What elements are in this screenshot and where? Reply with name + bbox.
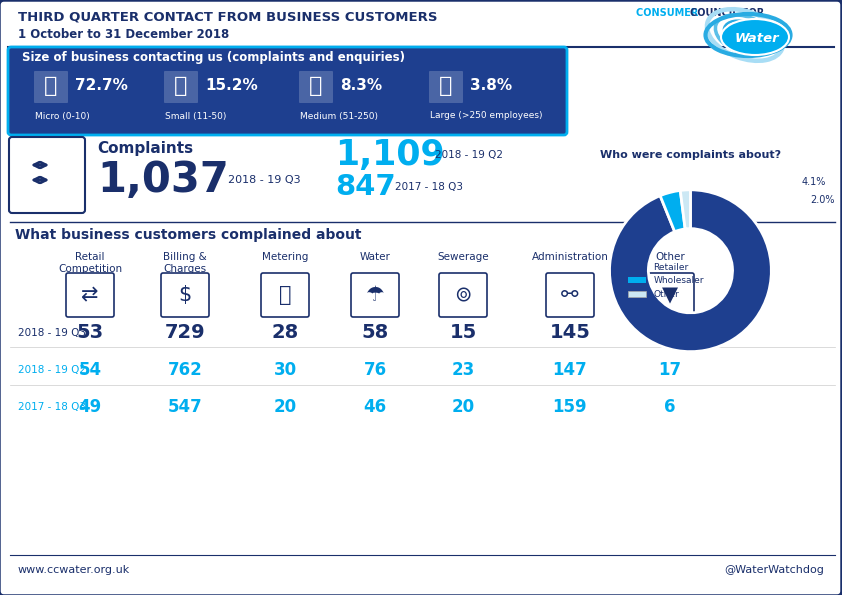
Text: 20: 20 [451,398,475,416]
Text: Medium (51-250): Medium (51-250) [300,111,378,121]
Text: 6: 6 [664,398,676,416]
FancyBboxPatch shape [546,273,594,317]
Text: ⊚: ⊚ [454,285,472,305]
FancyBboxPatch shape [8,47,567,135]
Text: Other: Other [655,252,685,262]
Text: 1,037: 1,037 [97,159,229,201]
Text: 729: 729 [165,324,205,343]
Text: 93.8%: 93.8% [605,160,641,170]
Text: 2.0%: 2.0% [810,195,834,205]
Text: 🏪: 🏪 [174,76,188,96]
Text: CONSUMER: CONSUMER [636,8,701,18]
Text: 76: 76 [364,361,386,379]
Text: Size of business contacting us (complaints and enquiries): Size of business contacting us (complain… [22,51,405,64]
FancyBboxPatch shape [34,71,68,103]
Text: 1 October to 31 December 2018: 1 October to 31 December 2018 [18,27,229,40]
Text: Administration: Administration [531,252,609,262]
Text: ⇄: ⇄ [81,285,99,305]
Text: 58: 58 [361,324,389,343]
Text: 847: 847 [335,173,396,201]
FancyBboxPatch shape [66,273,114,317]
Text: Metering: Metering [262,252,308,262]
Text: 49: 49 [78,398,102,416]
Text: 3.8%: 3.8% [470,77,512,92]
Text: 147: 147 [552,361,588,379]
Text: 2018 - 19 Q3: 2018 - 19 Q3 [228,175,301,185]
Text: 4.1%: 4.1% [802,177,826,187]
Text: THIRD QUARTER CONTACT FROM BUSINESS CUSTOMERS: THIRD QUARTER CONTACT FROM BUSINESS CUST… [18,11,438,23]
Text: 54: 54 [78,361,102,379]
FancyBboxPatch shape [429,71,463,103]
Wedge shape [680,190,690,229]
Text: 2018 - 19 Q2: 2018 - 19 Q2 [435,150,503,160]
Text: ▼: ▼ [662,285,678,305]
Wedge shape [660,190,685,231]
Text: @WaterWatchdog: @WaterWatchdog [724,565,824,575]
Text: Billing &
Charges: Billing & Charges [163,252,207,274]
Text: 159: 159 [552,398,588,416]
Text: 🏗: 🏗 [440,76,453,96]
Text: 2018 - 19 Q2: 2018 - 19 Q2 [18,365,86,375]
Text: 46: 46 [364,398,386,416]
Text: COUNCIL FOR: COUNCIL FOR [690,8,765,18]
Text: 72.7%: 72.7% [75,77,128,92]
Text: 547: 547 [168,398,202,416]
FancyBboxPatch shape [299,71,333,103]
Text: 👤: 👤 [45,76,58,96]
Text: www.ccwater.org.uk: www.ccwater.org.uk [18,565,131,575]
Text: Small (11-50): Small (11-50) [165,111,226,121]
Text: Large (>250 employees): Large (>250 employees) [430,111,542,121]
Text: ⧉: ⧉ [279,285,291,305]
Text: Retail
Competition: Retail Competition [58,252,122,274]
FancyBboxPatch shape [351,273,399,317]
Text: 53: 53 [77,324,104,343]
Text: 8.3%: 8.3% [340,77,382,92]
Text: 23: 23 [451,361,475,379]
Text: 2017 - 18 Q3: 2017 - 18 Q3 [18,402,86,412]
Text: 15.2%: 15.2% [205,77,258,92]
Text: 1,109: 1,109 [335,138,445,172]
Text: Sewerage: Sewerage [437,252,489,262]
FancyBboxPatch shape [161,273,209,317]
Text: 20: 20 [274,398,296,416]
Text: What business customers complained about: What business customers complained about [15,228,361,242]
FancyBboxPatch shape [261,273,309,317]
Text: $: $ [179,285,192,305]
Text: ⚯: ⚯ [562,285,578,305]
Text: Complaints: Complaints [97,140,193,155]
FancyBboxPatch shape [9,137,85,213]
Text: 🏢: 🏢 [309,76,322,96]
Text: 17: 17 [658,361,681,379]
Wedge shape [610,190,771,352]
Text: 30: 30 [274,361,296,379]
Legend: Retailer, Wholesaler, Other: Retailer, Wholesaler, Other [625,259,707,302]
Text: 2018 - 19 Q3: 2018 - 19 Q3 [18,328,86,338]
Title: Who were complaints about?: Who were complaints about? [600,151,781,161]
Text: Micro (0-10): Micro (0-10) [35,111,90,121]
Text: 762: 762 [168,361,202,379]
Text: 145: 145 [550,324,590,343]
Text: 15: 15 [450,324,477,343]
Text: 9: 9 [663,324,677,343]
Text: 28: 28 [271,324,299,343]
Text: ☂: ☂ [365,285,385,305]
FancyBboxPatch shape [439,273,487,317]
FancyBboxPatch shape [646,273,694,317]
FancyBboxPatch shape [164,71,198,103]
Text: 2017 - 18 Q3: 2017 - 18 Q3 [395,182,463,192]
Ellipse shape [721,19,789,55]
Text: Water: Water [735,32,780,45]
Text: Water: Water [360,252,391,262]
